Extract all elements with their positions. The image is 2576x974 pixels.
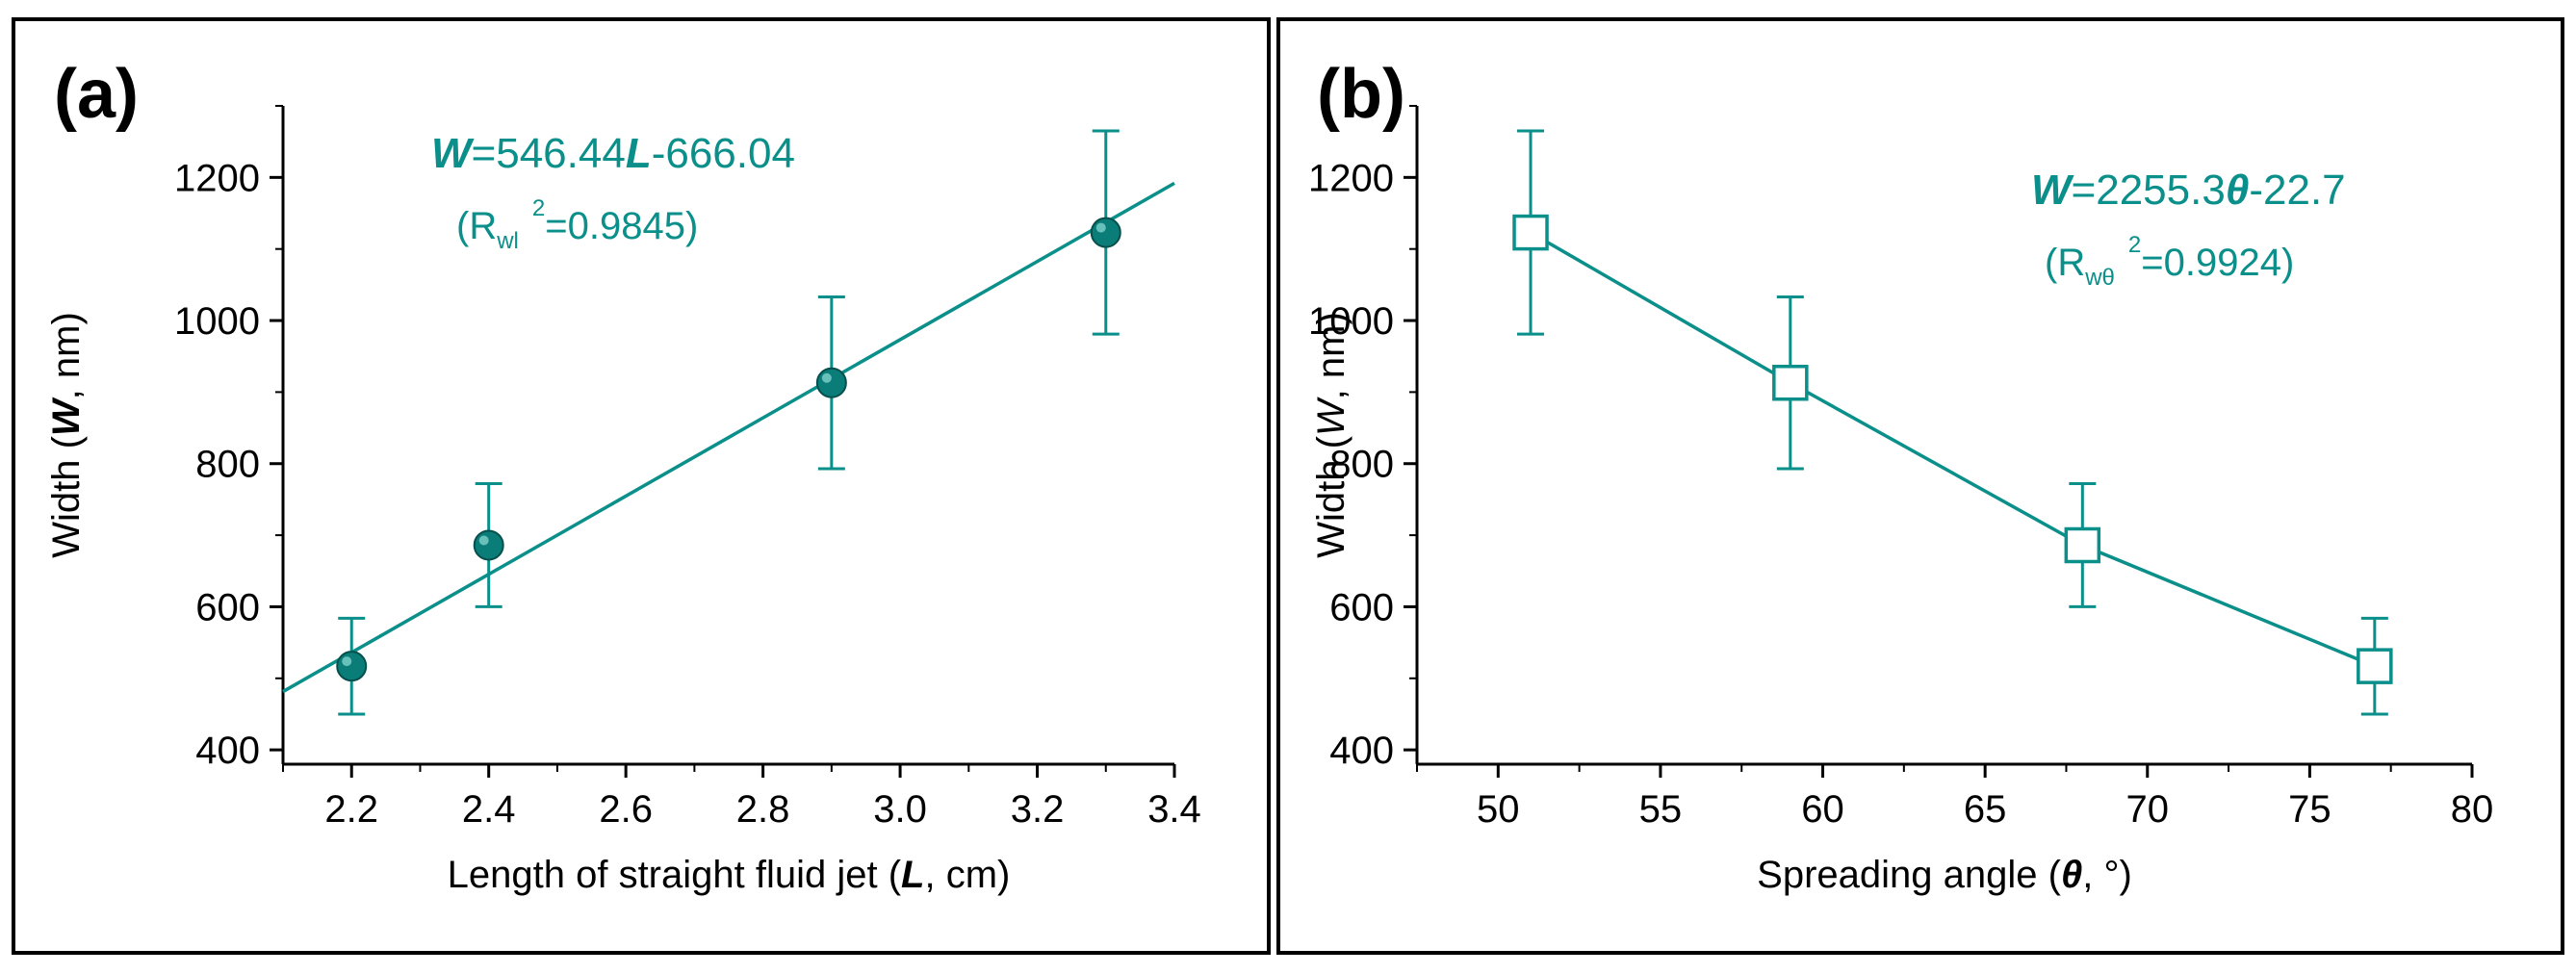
r-sup: 2	[2128, 232, 2141, 258]
fit-line	[282, 181, 1175, 694]
x-tick-label: 70	[2126, 788, 2170, 831]
data-point	[815, 367, 847, 398]
x-tick-label: 2.2	[324, 788, 378, 831]
eq-coef: =2255.3	[2072, 167, 2226, 214]
r-open: (R	[456, 205, 497, 247]
data-point-highlight	[478, 535, 489, 546]
y-tick-label: 1000	[174, 300, 260, 343]
x-axis-label-b: Spreading angle (θ, °)	[1757, 854, 2132, 896]
ylabel-prefix: Width (	[1310, 435, 1352, 557]
xlabel-suffix: , °)	[2082, 854, 2132, 896]
ticks-a: 400 600 800 1000 1200 2.2 2.4 2.6 2.8 3.0 3.2 3.4	[174, 105, 1201, 831]
data-point	[1772, 364, 1809, 401]
data-point	[473, 529, 504, 561]
eq-symbol-w: W	[2031, 167, 2074, 214]
ylabel-symbol: W	[1310, 397, 1352, 436]
eq-symbol-l: L	[626, 130, 652, 177]
y-tick-label: 800	[1329, 444, 1394, 486]
plot-area-b	[1512, 129, 2393, 716]
panel-a: (a) 400 600 800 1000 1200 2.2 2.4 2.6 2.8 3.0 3.2 3…	[12, 17, 1271, 955]
panel-b: (b) 400 600 800 1000 1200 50 55 60 65 70 75 80 Widt…	[1276, 17, 2564, 955]
y-tick-label: 1200	[174, 157, 260, 199]
y-axis-label-a: Width (W, nm)	[45, 312, 88, 558]
axes-b	[1415, 106, 2472, 766]
xlabel-prefix: Length of straight fluid jet (	[448, 854, 902, 896]
y-tick-label: 800	[195, 444, 260, 486]
panel-label-b: (b)	[1317, 56, 1405, 133]
x-axis-label-a: Length of straight fluid jet (L, cm)	[448, 854, 1011, 896]
x-tick-label: 65	[1964, 788, 2007, 831]
eq-coef: =546.44	[472, 130, 626, 177]
xlabel-symbol: θ	[2061, 854, 2082, 896]
y-tick-label: 1200	[1308, 157, 1394, 199]
chart-a: (a) 400 600 800 1000 1200 2.2 2.4 2.6 2.8 3.0 3.2 3…	[45, 56, 1201, 896]
fit-equation-b: W=2255.3θ-22.7	[2031, 167, 2346, 214]
panel-label-a: (a)	[54, 56, 139, 133]
y-axis-label-b: Width (W, nm)	[1310, 312, 1352, 558]
r-open: (R	[2045, 242, 2085, 284]
data-point	[2357, 648, 2393, 684]
xlabel-suffix: , cm)	[924, 854, 1010, 896]
fit-equation-a: W=546.44L-666.04	[431, 130, 795, 177]
x-tick-label: 3.4	[1147, 788, 1201, 831]
axes-a	[281, 106, 1174, 766]
data-point	[1512, 214, 1549, 251]
r-squared-a: (Rwl 2=0.9845)	[456, 195, 698, 254]
data-point	[2064, 526, 2101, 564]
r-close: =0.9924)	[2141, 242, 2294, 284]
y-tick-label: 600	[195, 586, 260, 628]
eq-symbol-w: W	[431, 130, 475, 177]
data-point	[1090, 217, 1121, 248]
data-point	[336, 651, 368, 682]
x-tick-label: 2.8	[736, 788, 790, 831]
y-tick-label: 600	[1329, 586, 1394, 628]
ticks-b: 400 600 800 1000 1200 50 55 60 65 70 75 80	[1308, 105, 2494, 831]
xlabel-symbol: L	[901, 854, 924, 896]
y-tick-label: 400	[1329, 730, 1394, 772]
eq-symbol-theta: θ	[2226, 167, 2250, 214]
data-point-highlight	[1095, 222, 1106, 233]
ylabel-symbol: W	[45, 397, 88, 436]
x-tick-label: 2.6	[599, 788, 653, 831]
y-tick-label: 400	[195, 730, 260, 772]
data-point-highlight	[821, 372, 832, 383]
x-tick-label: 50	[1477, 788, 1520, 831]
data-point-highlight	[342, 656, 352, 667]
eq-intercept: -666.04	[652, 130, 795, 177]
ylabel-suffix: , nm)	[45, 312, 88, 399]
x-tick-label: 3.2	[1011, 788, 1065, 831]
plot-area-a	[282, 129, 1175, 716]
x-tick-label: 55	[1639, 788, 1683, 831]
x-tick-label: 3.0	[873, 788, 927, 831]
r-sub: wθ	[2084, 265, 2115, 291]
x-tick-label: 60	[1801, 788, 1844, 831]
x-tick-label: 2.4	[462, 788, 516, 831]
r-squared-b: (Rwθ 2=0.9924)	[2045, 232, 2294, 291]
x-tick-label: 75	[2288, 788, 2331, 831]
chart-b: (b) 400 600 800 1000 1200 50 55 60 65 70 75 80 Widt…	[1308, 56, 2494, 896]
ylabel-prefix: Width (	[45, 435, 88, 557]
series-line	[1530, 231, 2376, 668]
r-sub: wl	[496, 228, 519, 254]
x-tick-label: 80	[2451, 788, 2494, 831]
ylabel-suffix: , nm)	[1310, 312, 1352, 399]
y-tick-label: 1000	[1308, 300, 1394, 343]
eq-intercept: -22.7	[2249, 167, 2345, 214]
r-close: =0.9845)	[545, 205, 698, 247]
xlabel-prefix: Spreading angle (	[1757, 854, 2061, 896]
r-sup: 2	[532, 195, 545, 221]
